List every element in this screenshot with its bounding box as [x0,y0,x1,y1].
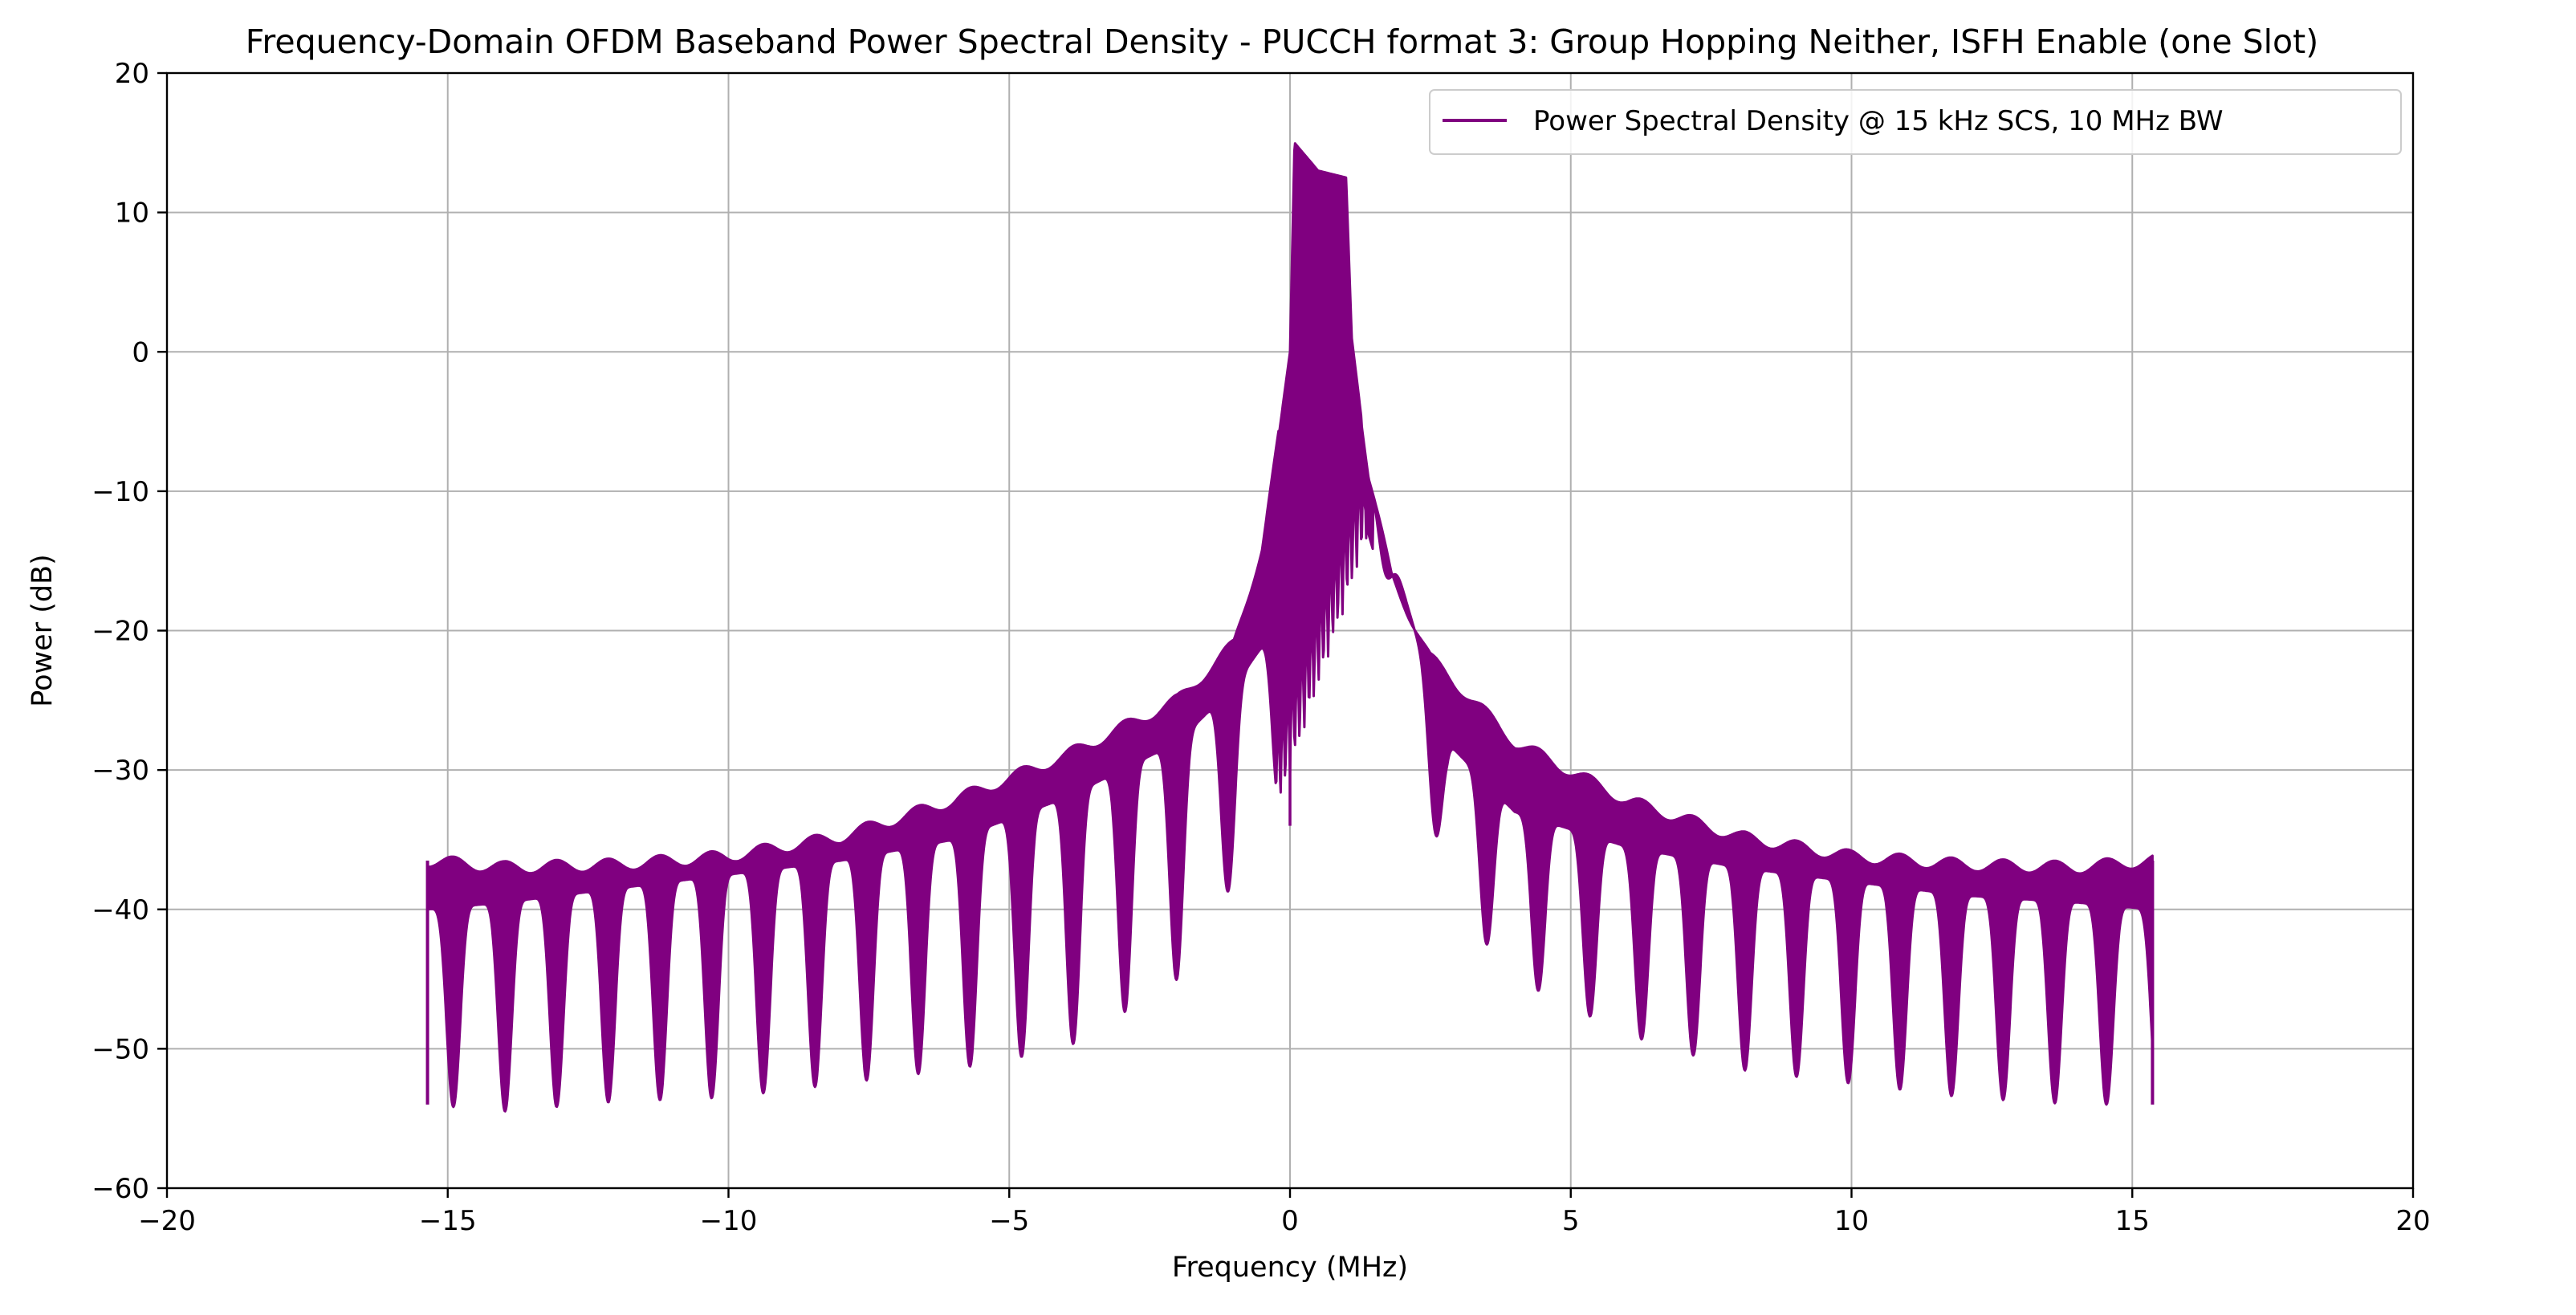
x-axis-label: Frequency (MHz) [1172,1252,1408,1284]
x-tick-label: 0 [1281,1205,1299,1237]
y-tick-label: −40 [92,894,149,926]
y-tick-label: −30 [92,755,149,787]
y-tick-label: 10 [115,197,149,230]
y-tick-label: 0 [132,336,149,368]
legend-box [1429,89,2402,155]
legend: Power Spectral Density @ 15 kHz SCS, 10 … [1429,89,2402,155]
chart-title: Frequency-Domain OFDM Baseband Power Spe… [246,22,2318,61]
x-tick-label: 10 [1834,1205,1869,1237]
legend-entry-label: Power Spectral Density @ 15 kHz SCS, 10 … [1533,105,2224,137]
y-tick-label: −10 [92,476,149,508]
psd-series [425,142,2155,1113]
x-tick-label: 20 [2395,1205,2430,1237]
axis-ticks: −20 −15 −10 −5 0 5 10 15 20−60−50−40−30−20−10010… [92,58,2430,1237]
y-tick-label: −20 [92,616,149,648]
y-tick-label: −50 [92,1033,149,1065]
x-tick-label: 15 [2115,1205,2150,1237]
y-axis-label: Power (dB) [26,554,59,706]
y-tick-label: −60 [92,1173,149,1205]
x-tick-label: −15 [419,1205,477,1237]
x-tick-label: −5 [989,1205,1029,1237]
y-tick-label: 20 [115,58,149,90]
x-tick-label: −10 [700,1205,758,1237]
x-tick-label: −20 [138,1205,196,1237]
x-tick-label: 5 [1562,1205,1580,1237]
